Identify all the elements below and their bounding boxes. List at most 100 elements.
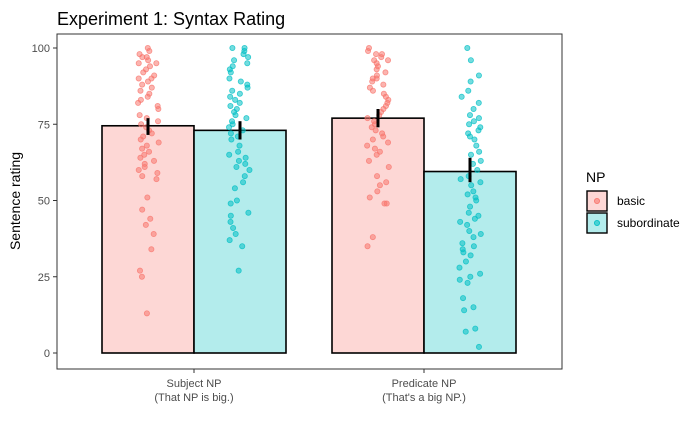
point-subordinate-1-7 xyxy=(470,106,477,113)
point-subordinate-0-50 xyxy=(239,243,246,250)
point-subordinate-0-42 xyxy=(233,197,240,204)
point-basic-1-42 xyxy=(383,179,390,186)
chart-title: Experiment 1: Syntax Rating xyxy=(57,9,285,29)
point-subordinate-1-34 xyxy=(471,215,478,222)
point-subordinate-1-16 xyxy=(471,136,478,143)
point-subordinate-1-5 xyxy=(458,93,465,100)
point-basic-1-38 xyxy=(373,151,380,158)
point-basic-1-10 xyxy=(382,69,389,76)
point-subordinate-1-47 xyxy=(477,270,484,277)
point-basic-0-7 xyxy=(153,60,160,67)
y-tick-label-1: 25 xyxy=(38,272,50,284)
point-subordinate-0-13 xyxy=(244,84,251,91)
point-subordinate-1-32 xyxy=(465,209,472,216)
point-subordinate-0-10 xyxy=(226,75,233,82)
point-subordinate-1-27 xyxy=(470,188,477,195)
bar-basic-0 xyxy=(101,124,195,354)
point-subordinate-0-32 xyxy=(235,148,242,155)
point-subordinate-1-26 xyxy=(468,182,475,189)
point-subordinate-1-45 xyxy=(462,258,469,265)
y-tick-label-0: 0 xyxy=(44,348,50,360)
point-basic-1-40 xyxy=(385,163,392,170)
point-basic-0-32 xyxy=(137,136,144,143)
point-basic-0-17 xyxy=(137,87,144,94)
point-basic-1-47 xyxy=(383,200,390,207)
point-basic-0-8 xyxy=(146,63,153,70)
point-subordinate-1-25 xyxy=(477,179,484,186)
point-layer xyxy=(135,45,484,350)
point-basic-0-15 xyxy=(139,81,146,88)
point-subordinate-1-40 xyxy=(459,240,466,247)
point-subordinate-1-20 xyxy=(477,157,484,164)
point-subordinate-0-31 xyxy=(236,142,243,149)
point-subordinate-1-18 xyxy=(476,148,483,155)
point-subordinate-0-35 xyxy=(235,157,242,164)
point-basic-1-33 xyxy=(369,136,376,143)
point-subordinate-1-56 xyxy=(475,343,482,350)
point-subordinate-1-55 xyxy=(462,328,469,335)
point-basic-0-35 xyxy=(139,145,146,152)
point-basic-1-4 xyxy=(378,54,385,61)
point-subordinate-0-5 xyxy=(231,57,238,64)
point-subordinate-1-9 xyxy=(475,115,482,122)
x-axis: Subject NP (That NP is big.) Predicate NP (… xyxy=(154,369,466,404)
point-basic-0-39 xyxy=(151,157,158,164)
point-subordinate-1-4 xyxy=(465,87,472,94)
point-subordinate-0-37 xyxy=(233,163,240,170)
point-subordinate-0-0 xyxy=(229,45,236,52)
point-subordinate-0-34 xyxy=(242,154,249,161)
point-basic-0-44 xyxy=(139,173,146,180)
point-subordinate-0-9 xyxy=(227,69,234,76)
point-subordinate-1-3 xyxy=(467,78,474,85)
point-basic-1-43 xyxy=(376,182,383,189)
point-subordinate-0-45 xyxy=(227,212,234,219)
legend-point-subordinate xyxy=(594,219,601,226)
point-subordinate-1-6 xyxy=(475,99,482,106)
point-basic-1-15 xyxy=(380,81,387,88)
error-bar-layer xyxy=(146,109,472,183)
point-basic-1-35 xyxy=(364,142,371,149)
point-subordinate-1-38 xyxy=(477,231,484,238)
point-basic-0-51 xyxy=(148,246,155,253)
point-subordinate-0-17 xyxy=(232,96,239,103)
point-subordinate-1-41 xyxy=(470,243,477,250)
point-subordinate-0-11 xyxy=(237,78,244,85)
point-basic-0-52 xyxy=(136,267,143,274)
y-axis: 0 25 50 75 100 xyxy=(32,43,57,360)
point-basic-0-49 xyxy=(142,221,149,228)
y-tick-label-3: 75 xyxy=(38,119,50,131)
y-axis-title: Sentence rating xyxy=(7,152,23,250)
point-subordinate-0-18 xyxy=(236,99,243,106)
point-basic-1-14 xyxy=(369,78,376,85)
point-basic-0-50 xyxy=(150,231,157,238)
point-subordinate-1-49 xyxy=(456,276,463,283)
point-subordinate-1-2 xyxy=(475,72,482,79)
point-basic-0-45 xyxy=(153,176,160,183)
point-subordinate-0-44 xyxy=(245,209,252,216)
legend-label-basic: basic xyxy=(617,194,645,208)
legend-point-basic xyxy=(594,197,601,204)
x-tick-sublabel-0: (That NP is big.) xyxy=(154,392,233,404)
point-subordinate-0-36 xyxy=(242,160,249,167)
point-subordinate-1-10 xyxy=(470,118,477,125)
point-subordinate-0-23 xyxy=(243,115,250,122)
point-basic-0-41 xyxy=(141,163,148,170)
point-basic-1-17 xyxy=(369,87,376,94)
point-subordinate-1-15 xyxy=(466,133,473,140)
point-subordinate-1-46 xyxy=(456,264,463,271)
point-subordinate-1-8 xyxy=(466,112,473,119)
point-basic-0-37 xyxy=(141,151,148,158)
point-basic-1-1 xyxy=(365,48,372,55)
bar-subordinate-0 xyxy=(193,129,287,354)
point-basic-0-47 xyxy=(139,206,146,213)
point-subordinate-1-50 xyxy=(464,279,471,286)
point-subordinate-0-40 xyxy=(240,179,247,186)
point-basic-0-36 xyxy=(146,148,153,155)
point-subordinate-0-48 xyxy=(232,231,239,238)
point-subordinate-0-19 xyxy=(227,102,234,109)
legend: NP basic subordinate xyxy=(586,169,680,234)
legend-label-subordinate: subordinate xyxy=(617,216,680,230)
point-basic-1-32 xyxy=(380,133,387,140)
legend-title: NP xyxy=(586,169,605,185)
